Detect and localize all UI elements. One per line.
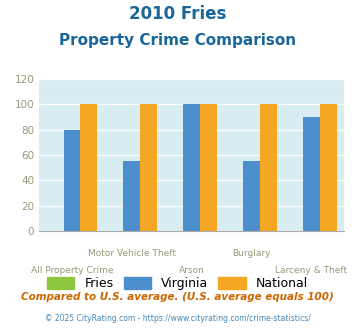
Text: © 2025 CityRating.com - https://www.cityrating.com/crime-statistics/: © 2025 CityRating.com - https://www.city…: [45, 314, 310, 323]
Legend: Fries, Virginia, National: Fries, Virginia, National: [42, 272, 313, 295]
Text: Motor Vehicle Theft: Motor Vehicle Theft: [88, 249, 176, 258]
Text: 2010 Fries: 2010 Fries: [129, 5, 226, 23]
Text: Arson: Arson: [179, 266, 204, 275]
Text: Burglary: Burglary: [232, 249, 271, 258]
Bar: [140, 105, 157, 231]
Bar: [243, 161, 260, 231]
Bar: [124, 161, 140, 231]
Bar: [320, 105, 337, 231]
Text: Larceny & Theft: Larceny & Theft: [275, 266, 348, 275]
Bar: [200, 105, 217, 231]
Text: All Property Crime: All Property Crime: [31, 266, 113, 275]
Bar: [80, 105, 97, 231]
Text: Property Crime Comparison: Property Crime Comparison: [59, 33, 296, 48]
Bar: [260, 105, 277, 231]
Bar: [303, 117, 320, 231]
Text: Compared to U.S. average. (U.S. average equals 100): Compared to U.S. average. (U.S. average …: [21, 292, 334, 302]
Bar: [64, 130, 80, 231]
Bar: [183, 105, 200, 231]
